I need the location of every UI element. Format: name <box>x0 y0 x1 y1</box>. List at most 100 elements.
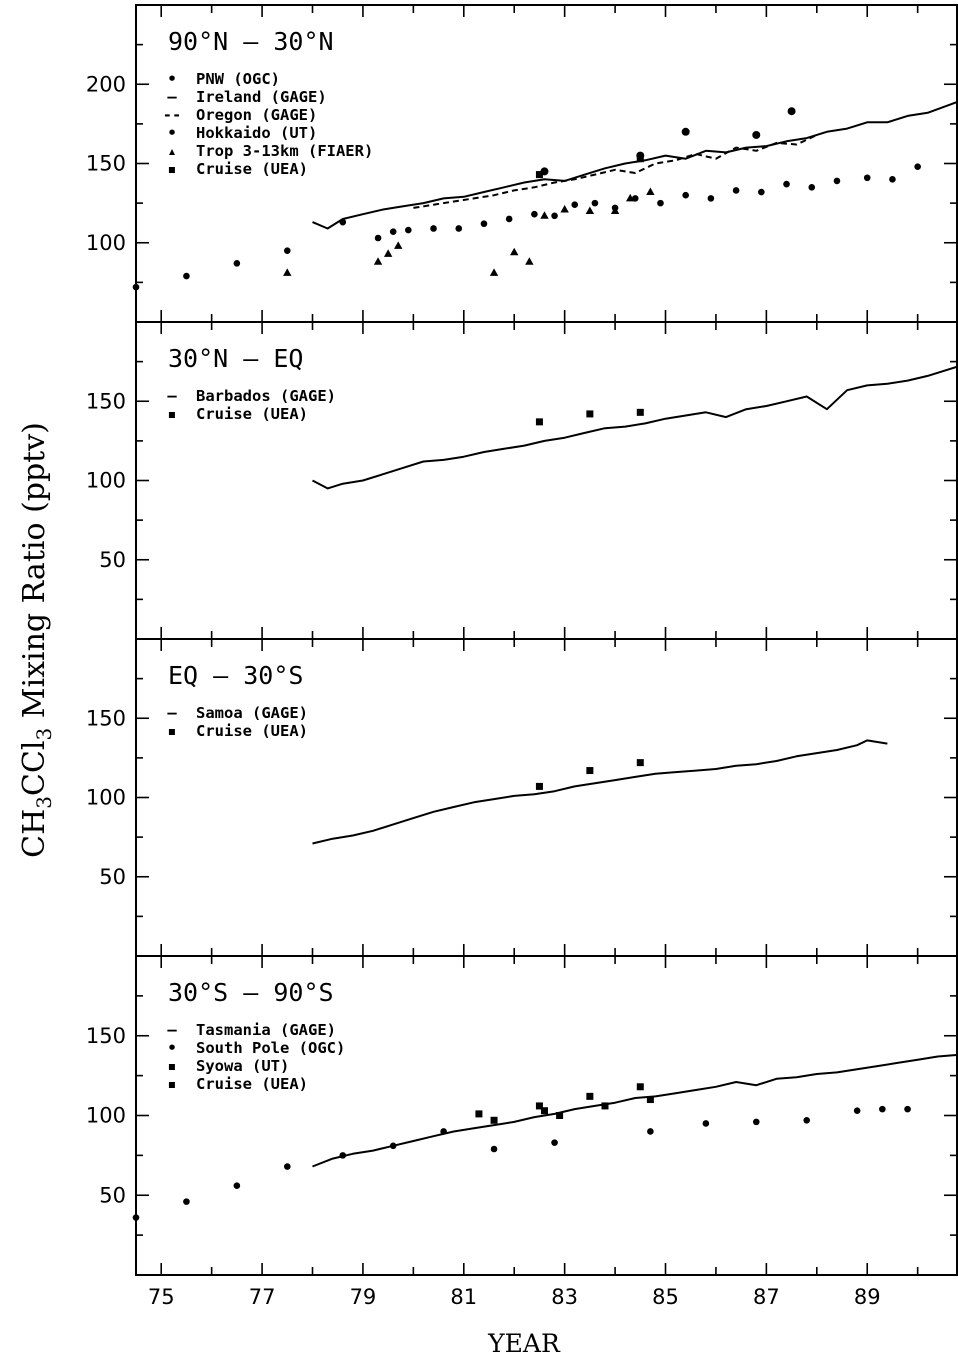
data-point <box>383 249 393 257</box>
legend-label: PNW (OGC) <box>196 70 280 88</box>
data-point <box>132 1214 140 1221</box>
data-point <box>283 268 292 276</box>
data-point <box>551 1139 558 1146</box>
data-point <box>787 107 796 116</box>
data-point <box>535 1102 543 1110</box>
data-point <box>732 187 740 194</box>
y-tick-label: 100 <box>86 469 126 493</box>
data-point <box>339 1152 347 1159</box>
data-point <box>551 212 558 220</box>
panel-title: 30°N – EQ <box>168 344 303 373</box>
data-point <box>646 1096 654 1104</box>
legend-label: Tasmania (GAGE) <box>196 1021 336 1039</box>
data-point <box>540 1107 548 1115</box>
legend-marker: ▪ <box>167 160 176 178</box>
x-tick-label: 77 <box>249 1285 276 1309</box>
panel-3: 50 100 150 EQ – 30°S – Samoa (GAGE) ▪ Cruise (U… <box>86 638 958 957</box>
x-tick-label: 89 <box>854 1285 881 1309</box>
data-point <box>489 268 499 276</box>
data-point <box>283 247 291 254</box>
data-point <box>758 188 765 196</box>
legend-marker: – <box>167 387 177 405</box>
legend-marker: – <box>167 704 177 722</box>
data-point <box>808 183 816 191</box>
legend-label: Syowa (UT) <box>196 1057 289 1075</box>
panel-title: EQ – 30°S <box>168 661 303 690</box>
data-point <box>183 272 190 280</box>
data-point <box>540 211 549 219</box>
data-point <box>535 171 543 179</box>
data-point <box>405 226 412 234</box>
series-line <box>312 1053 958 1168</box>
data-point <box>183 1198 190 1205</box>
data-point <box>455 225 463 232</box>
data-point <box>853 1107 861 1115</box>
y-tick-label: 50 <box>99 865 126 889</box>
data-point <box>389 1142 397 1150</box>
data-point <box>560 204 569 213</box>
data-point <box>879 1105 886 1113</box>
legend-marker: – <box>167 88 177 106</box>
data-point <box>636 155 644 163</box>
data-point <box>510 247 519 256</box>
data-point <box>682 191 689 199</box>
data-point <box>535 418 543 426</box>
data-point <box>904 1105 911 1113</box>
legend-label: Barbados (GAGE) <box>196 387 336 405</box>
legend-marker: ▪ <box>167 1075 176 1093</box>
data-point <box>233 260 241 267</box>
y-tick-label: 150 <box>86 706 126 730</box>
data-point <box>132 283 140 291</box>
data-point <box>591 199 599 207</box>
data-point <box>702 1120 710 1127</box>
data-point <box>646 187 655 196</box>
data-point <box>601 1102 609 1110</box>
data-point <box>647 1128 654 1135</box>
panel-2: 50 100 150 30°N – EQ – Barbados (GAGE) ▪ Cruise… <box>86 321 958 640</box>
y-tick-label: 50 <box>99 1183 126 1207</box>
data-point <box>525 257 534 265</box>
x-tick-label: 81 <box>450 1285 477 1309</box>
y-tick-label: 100 <box>86 1104 126 1128</box>
data-point <box>531 210 538 218</box>
legend-marker: • <box>167 124 176 142</box>
legend-label: Hokkaido (UT) <box>196 124 317 142</box>
x-axis-label: YEAR <box>487 1329 561 1358</box>
data-point <box>914 163 921 170</box>
data-point <box>681 127 690 136</box>
data-point <box>373 257 383 265</box>
data-point <box>233 1182 241 1189</box>
data-point <box>490 1116 498 1124</box>
data-point <box>440 1128 447 1135</box>
data-point <box>657 199 664 207</box>
data-point <box>430 225 437 232</box>
data-point <box>707 195 715 202</box>
legend-label: Cruise (UEA) <box>196 405 308 423</box>
y-tick-label: 150 <box>86 1024 126 1048</box>
y-tick-label: 100 <box>86 231 126 255</box>
data-point <box>586 767 594 775</box>
x-tick-label: 79 <box>350 1285 377 1309</box>
legend-label: Cruise (UEA) <box>196 1075 308 1093</box>
data-point <box>889 176 896 183</box>
legend-label: Oregon (GAGE) <box>196 106 317 124</box>
data-point <box>571 201 579 209</box>
data-point <box>475 1110 483 1118</box>
legend-marker: ▴ <box>167 142 176 160</box>
data-point <box>490 1145 498 1153</box>
panel-4: 50 100 150 30°S – 90°S – Tasmania (GAGE) • Sout… <box>86 955 958 1276</box>
data-point <box>636 1083 644 1091</box>
legend-marker: • <box>167 1039 176 1057</box>
data-point <box>752 130 761 139</box>
legend-marker: ▪ <box>167 722 176 740</box>
data-point <box>585 206 595 215</box>
data-point <box>586 410 594 418</box>
data-point <box>636 759 644 767</box>
legend-marker: ▪ <box>167 405 176 423</box>
legend-marker: • <box>167 70 176 88</box>
panel-1: 100 150 200 90°N – 30°N • PNW (OGC) – Ireland (… <box>86 4 958 323</box>
y-tick-label: 100 <box>86 786 126 810</box>
data-point <box>535 782 543 790</box>
data-point <box>863 174 871 182</box>
data-point <box>610 206 620 215</box>
